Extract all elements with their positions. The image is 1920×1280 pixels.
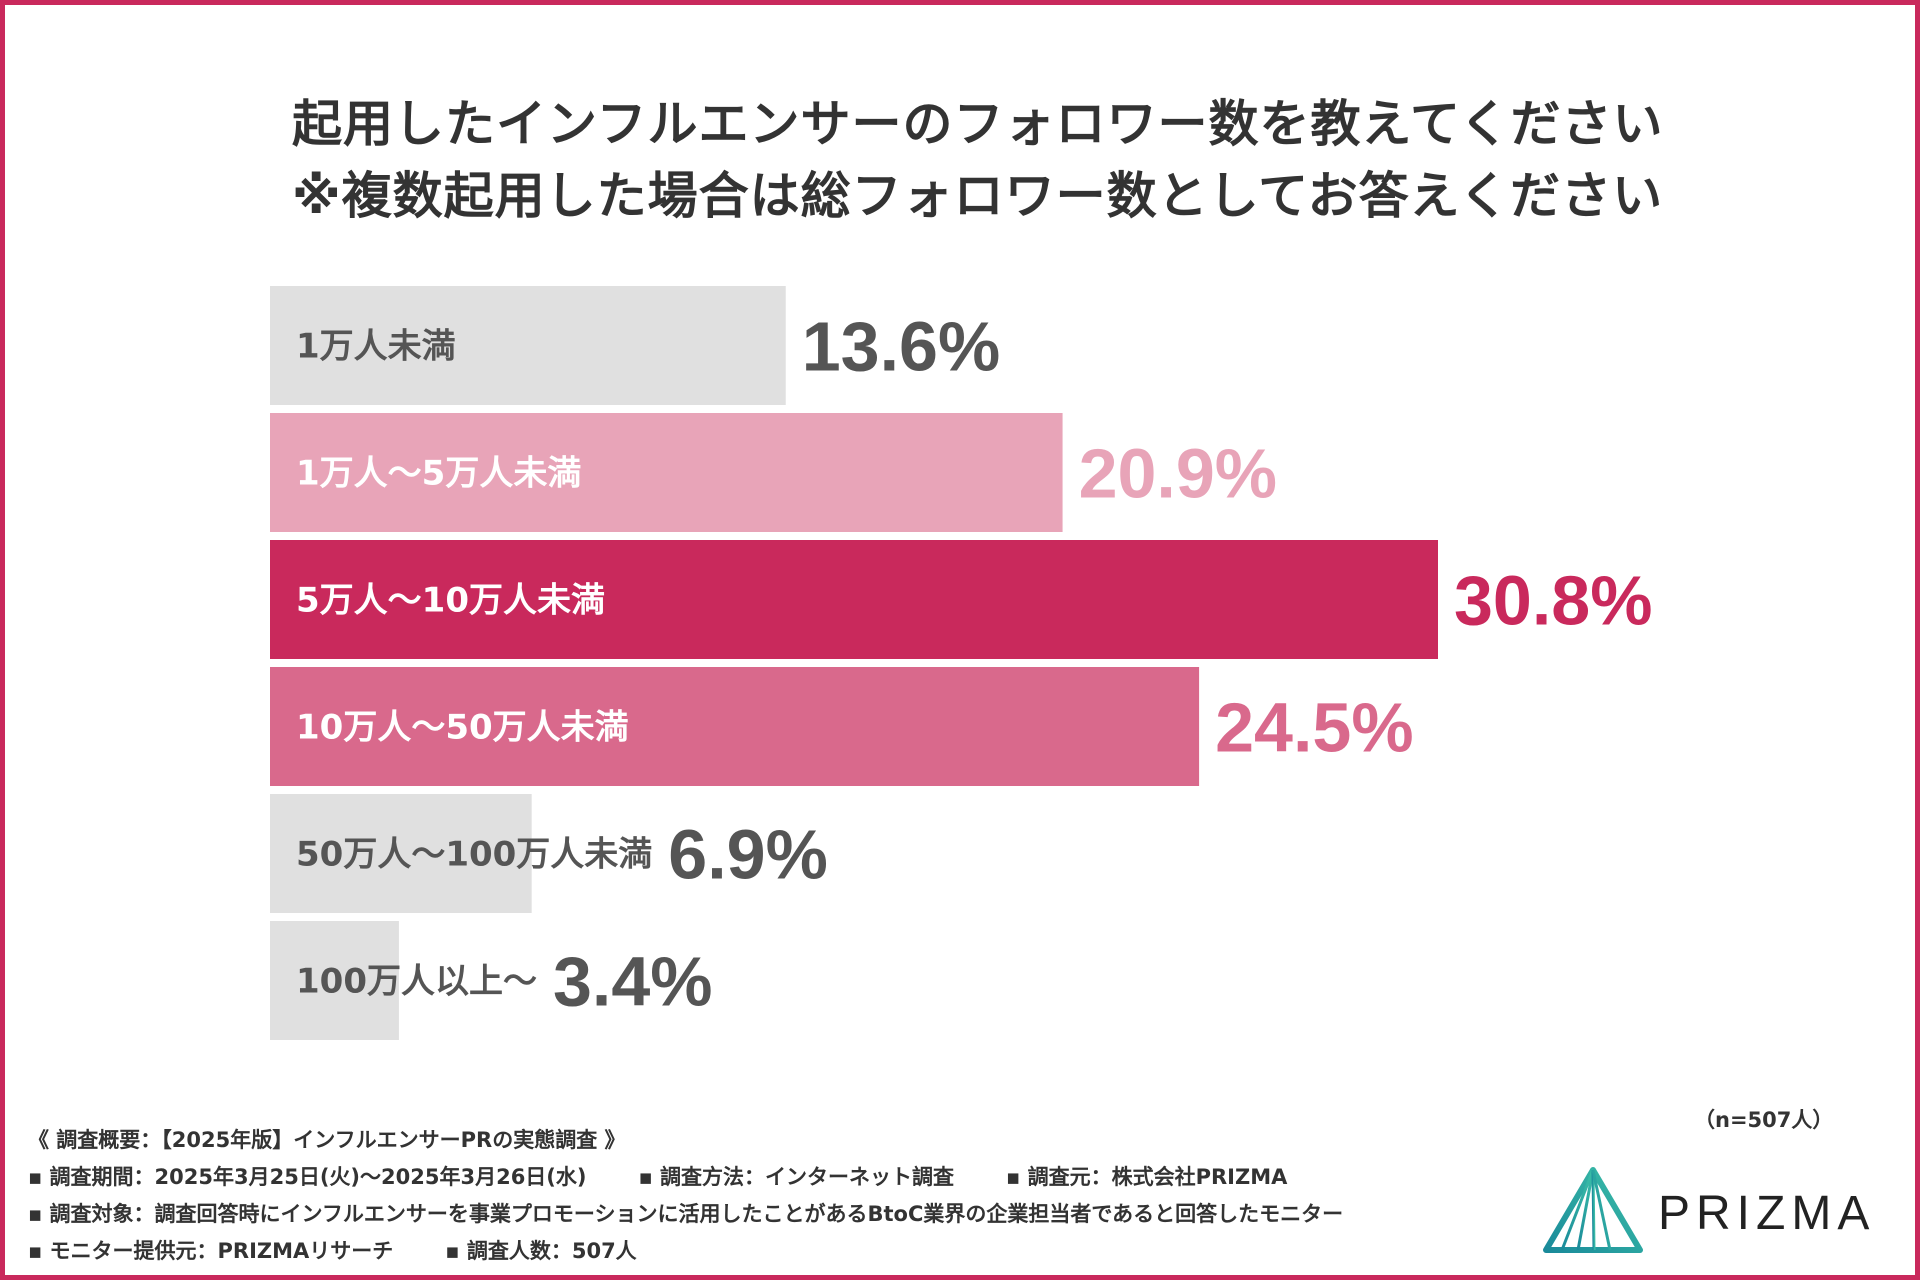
value-label-5: 3.4%: [553, 943, 713, 1021]
prizma-logo: PRIZMA: [1540, 1166, 1910, 1256]
survey-method: ▪ 調査方法：インターネット調査: [638, 1165, 955, 1189]
bar-5: [270, 921, 399, 1040]
category-label-1: 1万人～5万人未満: [296, 454, 581, 494]
category-label-4: 50万人～100万人未満: [296, 835, 652, 875]
survey-provider: ▪ モニター提供元：PRIZMAリサーチ: [28, 1239, 394, 1263]
title-line-2: ※複数起用した場合は総フォロワー数としてお答えください: [292, 167, 1664, 225]
value-label-0: 13.6%: [802, 308, 1000, 386]
survey-row-1: ▪ 調査期間：2025年3月25日(火)～2025年3月26日(水) ▪ 調査方法…: [28, 1159, 1343, 1196]
survey-source: ▪ 調査元：株式会社PRIZMA: [1006, 1165, 1288, 1189]
category-label-2: 5万人～10万人未満: [296, 581, 605, 621]
title-line-1: 起用したインフルエンサーのフォロワー数を教えてください: [292, 95, 1664, 153]
bar-0: [270, 286, 786, 405]
value-label-4: 6.9%: [668, 816, 828, 894]
survey-heading: 《 調査概要：【2025年版】インフルエンサーPRの実態調査 》: [28, 1128, 626, 1152]
bar-1: [270, 413, 1063, 532]
bar-3: [270, 667, 1200, 786]
chart-title: 起用したインフルエンサーのフォロワー数を教えてください ※複数起用した場合は総フ…: [292, 88, 1664, 232]
survey-period: ▪ 調査期間：2025年3月25日(火)～2025年3月26日(水): [28, 1165, 587, 1189]
bar-4: [270, 794, 532, 913]
sample-size: （n=507人）: [1694, 1108, 1834, 1132]
category-label-3: 10万人～50万人未満: [296, 708, 629, 748]
survey-summary: 《 調査概要：【2025年版】インフルエンサーPRの実態調査 》 ▪ 調査期間：…: [28, 1122, 1343, 1270]
value-label-1: 20.9%: [1079, 435, 1277, 513]
bar-2: [270, 540, 1438, 659]
prism-logo-icon: [1543, 1167, 1643, 1253]
value-label-2: 30.8%: [1454, 562, 1652, 640]
survey-target: ▪ 調査対象：調査回答時にインフルエンサーを事業プロモーションに活用したことがあ…: [28, 1202, 1344, 1226]
category-label-5: 100万人以上～: [296, 962, 537, 1002]
value-label-3: 24.5%: [1215, 689, 1413, 767]
survey-count: ▪ 調査人数：507人: [445, 1239, 637, 1263]
category-label-0: 1万人未満: [296, 327, 456, 367]
logo-wordmark: PRIZMA: [1658, 1187, 1876, 1240]
survey-row-3: ▪ モニター提供元：PRIZMAリサーチ ▪ 調査人数：507人: [28, 1233, 1343, 1270]
